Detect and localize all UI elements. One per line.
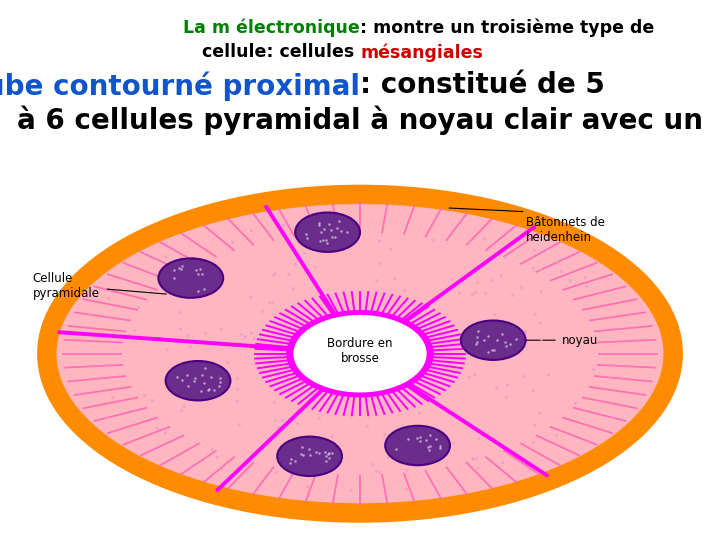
Ellipse shape (292, 313, 428, 394)
Text: : constitué de 5: : constitué de 5 (360, 71, 605, 99)
Ellipse shape (295, 213, 360, 252)
Ellipse shape (47, 194, 673, 513)
Text: : montre un troisième type de: : montre un troisième type de (360, 19, 654, 37)
Ellipse shape (277, 436, 342, 476)
Text: Cellule
pyramidale: Cellule pyramidale (32, 272, 99, 300)
Ellipse shape (385, 426, 450, 465)
Text: La m électronique: La m électronique (184, 19, 360, 37)
Ellipse shape (461, 320, 526, 360)
Text: Bordure en
brosse: Bordure en brosse (328, 337, 392, 365)
Ellipse shape (166, 361, 230, 401)
Text: cellule: cellules: cellule: cellules (202, 43, 360, 61)
Ellipse shape (158, 259, 223, 298)
Text: B-tube contourné proximal: B-tube contourné proximal (0, 71, 360, 101)
Text: mésangiales: mésangiales (360, 43, 483, 62)
Text: à 6 cellules pyramidal à noyau clair avec un: à 6 cellules pyramidal à noyau clair ave… (17, 105, 703, 135)
Text: Bâtonnets de
heidenhein: Bâtonnets de heidenhein (526, 216, 605, 244)
Text: noyau: noyau (562, 334, 598, 347)
Ellipse shape (286, 310, 434, 397)
